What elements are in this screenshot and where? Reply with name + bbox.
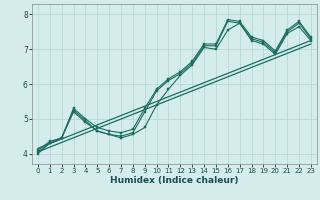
X-axis label: Humidex (Indice chaleur): Humidex (Indice chaleur) — [110, 176, 239, 185]
